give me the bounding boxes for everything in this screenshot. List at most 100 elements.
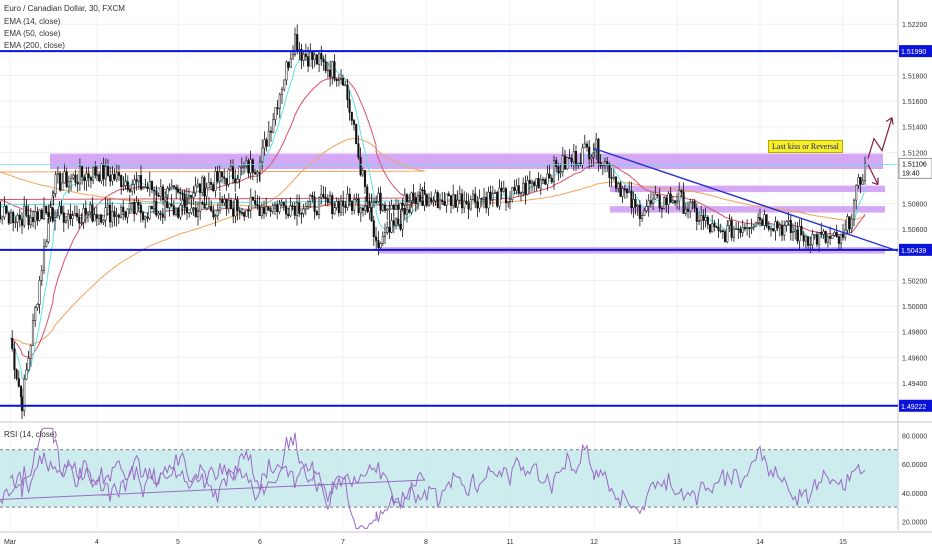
- candle-body: [104, 166, 107, 180]
- candle-body: [27, 214, 30, 226]
- candle-body: [603, 161, 607, 166]
- candle-body: [366, 205, 369, 212]
- candle-body: [403, 194, 406, 206]
- candle-body: [730, 220, 733, 238]
- candle-body: [829, 236, 832, 239]
- candle-body: [608, 163, 611, 178]
- candle-body: [194, 207, 197, 217]
- candle-body: [485, 196, 488, 209]
- candle-body: [863, 163, 867, 182]
- candle-body: [606, 161, 609, 165]
- candle-body: [139, 175, 143, 190]
- trendline[interactable]: [593, 147, 899, 252]
- candle-body: [804, 236, 807, 242]
- candle-body: [111, 211, 114, 223]
- candle-body: [414, 197, 417, 204]
- candle-body: [311, 51, 314, 60]
- candle-body: [660, 207, 663, 210]
- candle-body: [513, 187, 516, 191]
- candle-body: [247, 160, 250, 174]
- candle-body: [95, 214, 98, 219]
- candle-body: [329, 69, 332, 78]
- candle-body: [166, 201, 169, 208]
- candle-body: [113, 211, 116, 217]
- candle-body: [324, 196, 327, 200]
- candle-body: [630, 190, 633, 208]
- candle-body: [93, 214, 96, 222]
- candle-body: [56, 215, 59, 218]
- candle-body: [104, 207, 107, 221]
- candle-body: [772, 228, 775, 232]
- candle-body: [430, 197, 433, 202]
- ema200-line: [0, 137, 866, 345]
- candle-body: [106, 166, 110, 176]
- bullish-arrowhead: [885, 117, 894, 125]
- candle-body: [34, 211, 37, 222]
- level-tag: [899, 243, 932, 256]
- rsi-band: [0, 449, 898, 508]
- candle-body: [315, 54, 318, 65]
- candle-body: [337, 79, 340, 82]
- candle-body: [265, 139, 268, 147]
- candle-body: [434, 192, 437, 202]
- candle-body: [242, 165, 246, 168]
- candle-body: [271, 205, 274, 212]
- candle-body: [732, 228, 735, 238]
- candle-body: [205, 207, 208, 210]
- candle-body: [634, 198, 637, 207]
- candle-body: [390, 204, 393, 210]
- candle-body: [498, 187, 501, 207]
- candle-body: [214, 215, 217, 218]
- candle-body: [265, 206, 268, 214]
- annotation-label: Last kiss or Reversal: [768, 140, 843, 153]
- candle-body: [137, 201, 140, 206]
- candle-body: [368, 207, 371, 212]
- candle-body: [196, 183, 199, 187]
- candle-body: [535, 178, 538, 186]
- candle-body: [117, 172, 121, 176]
- candle-body: [555, 160, 558, 167]
- price-tick-label: 1.49600: [902, 355, 927, 362]
- candle-body: [42, 206, 46, 220]
- candle-body: [293, 205, 296, 216]
- candle-body: [287, 213, 290, 217]
- candle-body: [381, 204, 384, 211]
- price-tick-label: 1.51400: [902, 125, 927, 132]
- candle-body: [859, 177, 862, 185]
- candle-body: [445, 193, 448, 206]
- price-tick-label: 1.49400: [902, 381, 927, 388]
- candle-body: [702, 215, 705, 221]
- candle-body: [85, 173, 88, 182]
- candle-body: [331, 61, 334, 78]
- candle-body: [456, 199, 459, 208]
- candle-body: [115, 214, 118, 217]
- candle-body: [172, 185, 176, 188]
- candle-body: [91, 204, 94, 222]
- candle-body: [144, 216, 147, 220]
- candle-body: [289, 58, 292, 68]
- candle-body: [126, 208, 129, 218]
- candle-body: [92, 166, 95, 181]
- candle-body: [728, 220, 731, 226]
- candle-body: [502, 188, 505, 192]
- candle-body: [273, 204, 277, 206]
- candle-body: [570, 157, 573, 162]
- candle-body: [337, 201, 340, 213]
- candle-body: [220, 171, 224, 178]
- time-tick-label: 5: [176, 539, 180, 546]
- candle-body: [317, 197, 321, 215]
- candle-body: [546, 173, 549, 185]
- candle-body: [124, 181, 127, 186]
- candle-body: [787, 220, 790, 222]
- candle-body: [148, 181, 151, 190]
- candle-body: [49, 207, 52, 217]
- candle-body: [5, 205, 8, 214]
- bearish-arrowhead: [871, 177, 879, 186]
- candle-body: [141, 212, 145, 220]
- candle-body: [192, 192, 195, 198]
- candle-body: [550, 178, 553, 183]
- candle-body: [75, 213, 79, 218]
- candle-body: [253, 172, 257, 175]
- price-tick-label: 1.52200: [902, 22, 927, 29]
